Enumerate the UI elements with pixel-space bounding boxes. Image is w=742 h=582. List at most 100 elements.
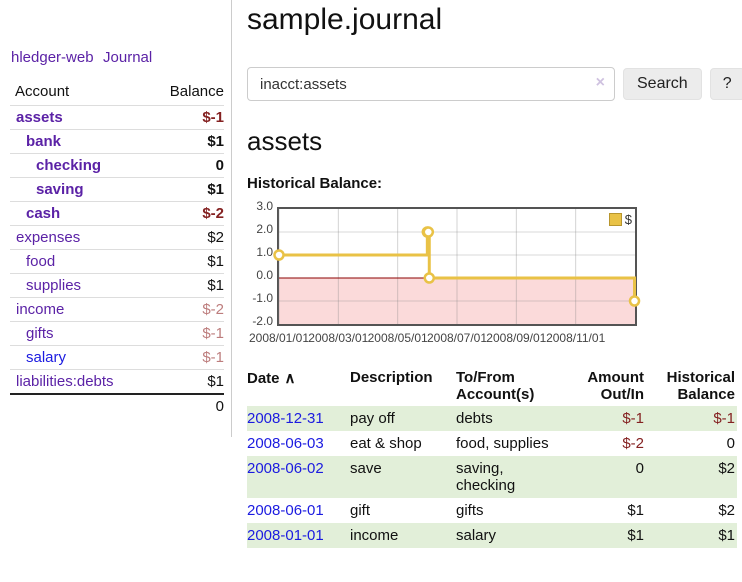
- sidebar-account-balance: 0: [150, 153, 224, 178]
- y-tick-label: -2.0: [252, 314, 273, 328]
- table-row: liabilities:debts $1: [10, 369, 224, 394]
- register-date-link[interactable]: 2008-12-31: [247, 410, 324, 427]
- account-heading: assets: [247, 126, 323, 156]
- accounts-header-row: Account Balance: [10, 80, 224, 106]
- data-point-marker: [273, 249, 285, 261]
- sidebar-account-balance: $1: [150, 369, 224, 394]
- register-header-description: Description: [350, 369, 433, 386]
- y-tick-label: 2.0: [256, 222, 273, 236]
- table-row: 2008-06-03 eat & shop food, supplies $-2 0: [247, 431, 737, 456]
- y-tick-label: 0.0: [256, 268, 273, 282]
- clear-search-icon[interactable]: ×: [595, 74, 605, 91]
- table-row: expenses $2: [10, 225, 224, 250]
- y-tick-label: 3.0: [256, 199, 273, 213]
- register-description: pay off: [350, 410, 395, 427]
- register-description: eat & shop: [350, 435, 422, 452]
- data-point-marker: [423, 272, 436, 284]
- legend-label: $: [624, 212, 632, 227]
- register-description: gift: [350, 502, 371, 519]
- accounts-total-row: 0: [10, 393, 224, 419]
- register-amount: $-2: [622, 435, 644, 452]
- table-row: gifts $-1: [10, 321, 224, 346]
- y-tick-label: -1.0: [252, 291, 273, 305]
- table-row: cash $-2: [10, 201, 224, 226]
- sidebar-item-journal[interactable]: Journal: [103, 49, 153, 66]
- x-tick-label: 2008/01/01: [248, 331, 310, 345]
- sort-ascending-icon: ∧: [284, 370, 296, 387]
- register-header-amount-out-in: Amount Out/In: [587, 369, 644, 403]
- sidebar-account-link[interactable]: expenses: [16, 229, 81, 246]
- sidebar-account-balance: $2: [150, 225, 224, 250]
- table-row: 2008-06-01 gift gifts $1 $2: [247, 498, 737, 523]
- register-amount: $1: [627, 527, 644, 544]
- sidebar-account-balance: $1: [150, 273, 224, 298]
- sidebar-account-balance: $-2: [150, 201, 224, 226]
- sidebar-account-link[interactable]: gifts: [26, 325, 54, 342]
- y-tick-label: 1.0: [256, 245, 273, 259]
- sidebar-account-link[interactable]: salary: [26, 349, 67, 366]
- register-table: Date ∧ Description To/From Account(s) Amount…: [247, 366, 737, 548]
- sidebar-account-link[interactable]: bank: [26, 133, 62, 150]
- register-accounts: salary: [456, 527, 497, 544]
- register-description: save: [350, 460, 382, 477]
- x-tick-label: 2008/11/01: [546, 331, 606, 345]
- table-row: assets $-1: [10, 105, 224, 130]
- chart-plot-area: $: [273, 207, 641, 326]
- table-row: supplies $1: [10, 273, 224, 298]
- sidebar-account-link[interactable]: checking: [36, 157, 102, 174]
- main-content: sample.journal × Search ? assets Histori…: [232, 0, 742, 568]
- sidebar-account-balance: $1: [150, 129, 224, 154]
- register-balance: $-1: [713, 410, 735, 427]
- search-form: × Search ?: [247, 67, 742, 101]
- chart-title: Historical Balance:: [247, 175, 383, 192]
- register-header-row: Date ∧ Description To/From Account(s) Amount…: [247, 366, 737, 406]
- data-point-marker: [628, 295, 641, 307]
- register-date-link[interactable]: 2008-06-02: [247, 460, 324, 477]
- register-header-to-from-account-s-: To/From Account(s): [456, 369, 535, 403]
- register-balance: $1: [718, 527, 735, 544]
- sidebar-account-link[interactable]: assets: [16, 109, 63, 126]
- search-input[interactable]: [247, 67, 615, 101]
- sidebar-account-link[interactable]: saving: [36, 181, 84, 198]
- x-tick-label: 2008/03/01: [308, 331, 369, 345]
- help-button[interactable]: ?: [709, 68, 742, 100]
- sidebar-account-balance: $1: [150, 177, 224, 202]
- search-button[interactable]: Search: [623, 68, 702, 100]
- sidebar-account-link[interactable]: income: [16, 301, 65, 318]
- app-brand-link[interactable]: hledger-web: [11, 49, 94, 66]
- sidebar-account-balance: $-2: [150, 297, 224, 322]
- sidebar-account-link[interactable]: liabilities:debts: [16, 373, 114, 390]
- sidebar-account-link[interactable]: food: [26, 253, 56, 270]
- register-header-date[interactable]: Date ∧: [247, 370, 296, 387]
- sidebar-account-link[interactable]: cash: [26, 205, 61, 222]
- table-row: salary $-1: [10, 345, 224, 370]
- register-header-historical-balance: Historical Balance: [666, 369, 735, 403]
- accounts-total-spacer: [10, 393, 151, 419]
- accounts-table: Account Balance assets $-1 bank $1 checking 0…: [10, 80, 224, 419]
- sidebar-account-balance: $-1: [150, 105, 224, 130]
- x-tick-label: 2008/09/01: [486, 331, 547, 345]
- sidebar-account-balance: $-1: [150, 345, 224, 370]
- table-row: checking 0: [10, 153, 224, 178]
- accounts-total-value: 0: [150, 393, 224, 419]
- register-description: income: [350, 527, 399, 544]
- register-date-link[interactable]: 2008-06-01: [247, 502, 324, 519]
- table-row: 2008-01-01 income salary $1 $1: [247, 523, 737, 548]
- x-tick-label: 2008/05/01: [367, 331, 428, 345]
- app-window: hledger-web Journal Account Balance asse…: [0, 0, 742, 568]
- chart-legend: $: [608, 212, 632, 227]
- sidebar-account-link[interactable]: supplies: [26, 277, 82, 294]
- register-accounts: debts: [456, 410, 493, 427]
- sidebar: hledger-web Journal Account Balance asse…: [0, 0, 232, 437]
- register-date-link[interactable]: 2008-01-01: [247, 527, 324, 544]
- chart-canvas: [273, 209, 641, 324]
- search-field-wrap: ×: [247, 67, 615, 101]
- register-accounts: saving, checking: [456, 460, 516, 494]
- historical-balance-chart: $ 3.0 2.0 1.0 0.0 -1.0 -2.0 2008/01/01 2008/03/…: [247, 199, 647, 345]
- sidebar-account-balance: $-1: [150, 321, 224, 346]
- register-balance: $2: [718, 502, 735, 519]
- register-amount: $-1: [622, 410, 644, 427]
- data-point-marker: [422, 226, 435, 238]
- table-row: 2008-12-31 pay off debts $-1 $-1: [247, 406, 737, 431]
- register-date-link[interactable]: 2008-06-03: [247, 435, 324, 452]
